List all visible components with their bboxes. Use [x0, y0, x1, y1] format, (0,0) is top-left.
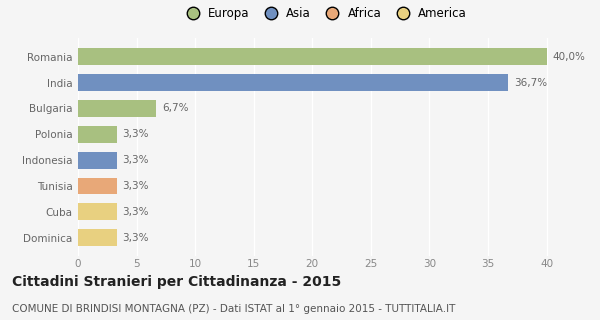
Text: 6,7%: 6,7%	[163, 103, 189, 113]
Bar	[78, 229, 116, 246]
Text: 36,7%: 36,7%	[514, 77, 547, 88]
Text: 3,3%: 3,3%	[122, 233, 149, 243]
Text: 40,0%: 40,0%	[553, 52, 586, 62]
Text: 3,3%: 3,3%	[122, 207, 149, 217]
Bar	[78, 204, 116, 220]
Bar	[78, 74, 508, 91]
Legend: Europa, Asia, Africa, America: Europa, Asia, Africa, America	[179, 5, 469, 23]
Text: 3,3%: 3,3%	[122, 181, 149, 191]
Bar	[78, 126, 116, 143]
Bar	[78, 48, 547, 65]
Bar	[78, 100, 157, 117]
Text: Cittadini Stranieri per Cittadinanza - 2015: Cittadini Stranieri per Cittadinanza - 2…	[12, 275, 341, 289]
Text: COMUNE DI BRINDISI MONTAGNA (PZ) - Dati ISTAT al 1° gennaio 2015 - TUTTITALIA.IT: COMUNE DI BRINDISI MONTAGNA (PZ) - Dati …	[12, 304, 455, 314]
Text: 3,3%: 3,3%	[122, 129, 149, 139]
Bar	[78, 178, 116, 194]
Text: 3,3%: 3,3%	[122, 155, 149, 165]
Bar	[78, 152, 116, 169]
